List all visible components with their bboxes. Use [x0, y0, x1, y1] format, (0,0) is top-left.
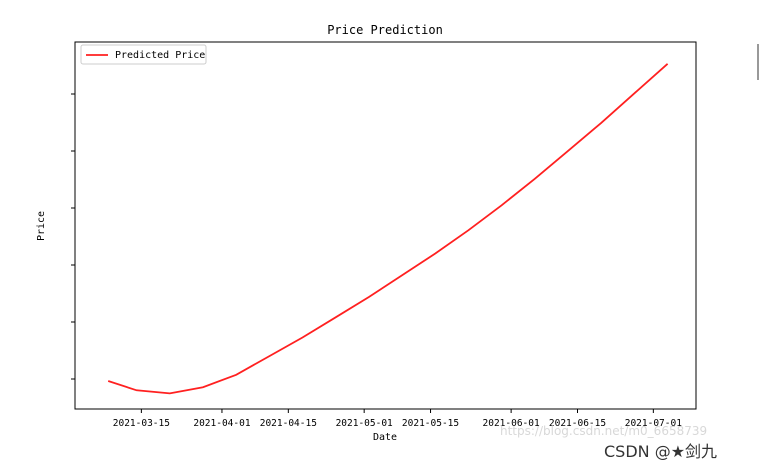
x-tick-label: 2021-03-15 — [113, 418, 170, 429]
x-tick-label: 2021-06-15 — [549, 418, 606, 429]
legend: Predicted Price — [80, 44, 207, 65]
y-axis-label: Price — [36, 211, 47, 241]
chart-title: Price Prediction — [327, 23, 443, 37]
x-axis-label: Date — [373, 432, 397, 443]
predicted-price-line — [107, 63, 669, 395]
x-tick-label: 2021-04-15 — [260, 418, 317, 429]
x-tick-label: 2021-04-01 — [193, 418, 250, 429]
x-tick-label: 2021-05-01 — [336, 418, 393, 429]
legend-box — [80, 44, 207, 65]
edge-divider — [757, 44, 759, 80]
x-tick-label: 2021-05-15 — [402, 418, 459, 429]
x-tick-label: 2021-07-01 — [625, 418, 682, 429]
x-axis-ticks: 2021-03-15 2021-04-01 2021-04-15 2021-05-01… — [113, 409, 682, 429]
x-tick-label: 2021-06-01 — [483, 418, 540, 429]
plot-frame — [74, 41, 697, 410]
y-axis-ticks — [71, 93, 75, 380]
legend-label: Predicted Price — [115, 50, 205, 61]
watermark-url: https://blog.csdn.net/m0_6658739 — [500, 424, 708, 438]
csdn-credit: CSDN @★剑九 — [604, 442, 718, 461]
